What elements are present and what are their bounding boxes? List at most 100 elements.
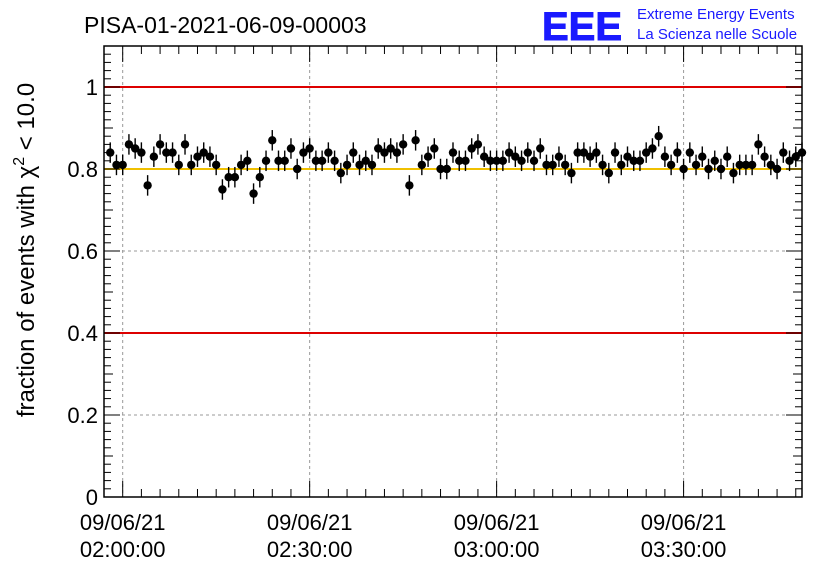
data-point [137,148,146,157]
data-point [698,152,707,161]
data-point [716,164,726,174]
data-point [243,156,252,165]
grid-layer [104,46,802,498]
x-tick-label-time: 02:30:00 [267,537,353,562]
data-point [249,189,258,198]
data-point [772,164,782,174]
x-tick-label-time: 03:30:00 [641,537,727,562]
data-point [174,160,183,170]
y-axis-label-suffix: < 10.0 [13,83,40,157]
data-point [617,160,626,170]
data-point [398,140,408,149]
data-point [517,156,526,165]
data-point [211,160,221,170]
data-point [261,156,271,165]
data-point [367,160,377,170]
data-point [654,132,663,141]
x-tick-label-time: 03:00:00 [454,537,540,562]
data-point [754,140,763,149]
y-axis-label-symbol: χ [13,165,40,178]
data-point [199,148,208,157]
chart-title: PISA-01-2021-06-09-00003 [84,12,367,38]
data-point [461,156,470,165]
data-point [436,164,445,174]
x-tick-label-date: 09/06/21 [454,510,540,535]
data-point [149,152,159,161]
data-point [268,136,277,145]
data-point [791,152,800,161]
data-point [648,144,657,153]
data-point [193,152,202,161]
data-point [292,164,302,174]
data-point [467,144,476,153]
data-point [386,144,395,153]
y-tick-label: 0.8 [67,157,98,182]
logo-line2: La Scienza nelle Scuole [637,26,797,43]
data-point [679,164,688,174]
data-point [610,148,620,157]
data-point [579,148,589,157]
data-point [785,156,794,165]
data-point [479,152,489,161]
data-point [155,140,165,149]
data-point [729,168,738,178]
data-point [374,144,383,153]
x-tick-label-date: 09/06/21 [267,510,353,535]
data-point [523,148,532,157]
data-point [567,168,576,178]
data-point [230,173,240,182]
data-point [486,156,495,165]
data-point [448,148,458,157]
data-point [280,156,289,165]
data-point [592,148,601,157]
data-point [355,160,364,170]
data-point [766,160,776,170]
data-point [442,164,451,174]
data-point [317,156,327,165]
data-point [342,160,352,170]
y-axis-label-sup: 2 [11,157,28,166]
data-point [673,148,682,157]
data-point [455,156,464,165]
data-point [405,181,414,190]
data-point [710,156,719,165]
data-point [747,160,757,170]
y-axis-label-prefix: fraction of events with [13,178,40,417]
axes: 00.20.40.60.8109/06/2102:00:0009/06/2102… [67,45,803,562]
data-point [130,144,140,153]
x-tick-label-date: 09/06/21 [641,510,727,535]
x-tick-label-date: 09/06/21 [80,510,166,535]
plot-frame [103,45,803,498]
data-point [411,136,420,145]
data-point [529,156,539,165]
data-point [641,148,651,157]
y-axis-label: fraction of events with χ2 < 10.0 [11,83,40,417]
y-tick-label: 0.4 [67,321,98,346]
data-point [585,152,595,161]
data-point [361,156,370,165]
data-point [118,160,127,170]
eee-logo: EEE Extreme Energy Events La Scienza nel… [542,5,798,50]
data-point [336,168,346,178]
data-point [492,156,501,165]
data-point [274,156,283,165]
data-point [218,185,227,194]
data-point [598,160,607,170]
data-point [498,156,508,165]
data-point [423,152,433,161]
data-point [143,181,152,190]
data-point [324,148,333,157]
data-point [430,144,439,153]
data-point [536,144,545,153]
data-point [741,160,751,170]
logo-line1: Extreme Energy Events [637,6,795,23]
y-tick-label: 1 [86,75,98,100]
data-point [311,156,321,165]
data-point [666,160,676,170]
data-point [573,148,582,157]
y-tick-label: 0 [86,485,98,510]
data-point [779,148,788,157]
data-point [380,148,389,157]
data-point [205,152,215,161]
